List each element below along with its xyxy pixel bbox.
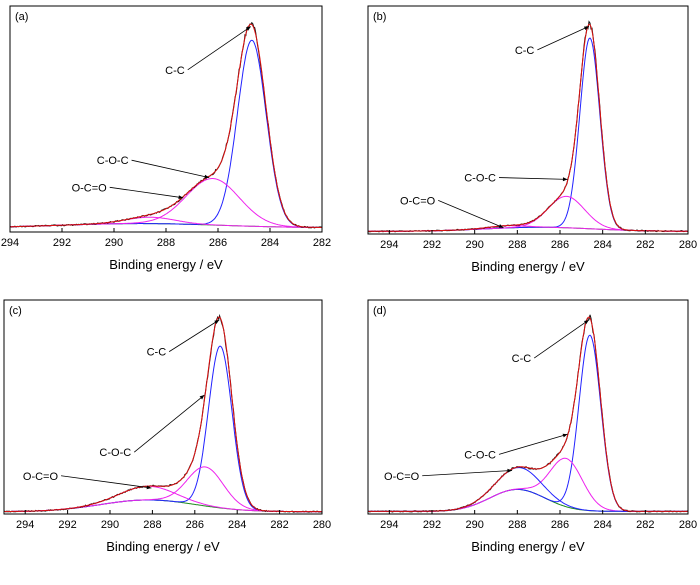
annotation-arrow xyxy=(422,470,513,477)
component-o-c-o xyxy=(4,485,322,513)
annotation-c-c: C-C xyxy=(512,353,532,365)
x-tick-label: 294 xyxy=(380,239,398,251)
annotation-c-o-c: C-O-C xyxy=(464,449,496,461)
annotation-arrowhead xyxy=(584,319,589,325)
annotation-arrowhead xyxy=(583,26,589,31)
annotation-o-c-o: O-C=O xyxy=(72,182,108,194)
x-tick-label: 294 xyxy=(380,519,398,531)
annotation-arrowhead xyxy=(245,26,251,31)
x-tick-label: 284 xyxy=(228,519,246,531)
annotation-arrow xyxy=(131,159,210,178)
annotation-arrowhead xyxy=(146,485,152,490)
x-tick-label: 292 xyxy=(53,237,71,249)
x-tick-label: 286 xyxy=(551,239,569,251)
annotation-arrow xyxy=(498,177,568,180)
annotation-arrowhead xyxy=(214,319,220,324)
xps-panel-2: 294 292 290 288 286 284 282 280 Binding energy /… xyxy=(367,5,697,274)
fit-envelope xyxy=(368,23,688,232)
annotation-arrow xyxy=(187,26,252,71)
x-tick-label: 286 xyxy=(209,237,227,249)
x-tick-label: 282 xyxy=(313,237,331,249)
annotation-arrow xyxy=(168,319,220,352)
annotation-arrowhead xyxy=(204,174,210,179)
x-axis-title: Binding energy / eV xyxy=(471,259,585,274)
annotation-arrowhead xyxy=(498,224,504,228)
x-tick-label: 290 xyxy=(101,519,119,531)
panel-label: (c) xyxy=(9,305,22,317)
annotation-o-c-o: O-C=O xyxy=(384,471,420,483)
plot-frame xyxy=(9,5,323,233)
annotation-arrowhead xyxy=(199,395,205,400)
annotation-c-c: C-C xyxy=(147,347,167,359)
x-tick-label: 290 xyxy=(465,519,483,531)
annotation-arrow xyxy=(438,199,504,229)
experimental-spectrum xyxy=(10,21,322,229)
annotation-arrow xyxy=(61,475,152,489)
xps-panel-4: 294 292 290 288 286 284 282 280 Binding energy /… xyxy=(367,299,697,554)
annotation-c-o-c: C-O-C xyxy=(99,447,131,459)
plot-area xyxy=(4,313,322,513)
annotation-c-c: C-C xyxy=(165,65,185,77)
x-tick-label: 282 xyxy=(270,519,288,531)
x-tick-label: 282 xyxy=(636,239,654,251)
fit-envelope xyxy=(10,23,322,228)
component-c-o-c xyxy=(10,178,322,228)
panel-label: (a) xyxy=(15,11,28,23)
x-tick-label: 294 xyxy=(16,519,34,531)
xps-panel-3: 294 292 290 288 286 284 282 280 Binding energy /… xyxy=(3,299,331,554)
fit-envelope xyxy=(4,316,322,513)
annotation-arrow xyxy=(533,319,590,359)
x-tick-label: 280 xyxy=(679,239,697,251)
x-tick-label: 280 xyxy=(313,519,331,531)
x-tick-label: 288 xyxy=(508,519,526,531)
annotation-arrow xyxy=(498,433,568,455)
x-tick-label: 288 xyxy=(143,519,161,531)
x-tick-label: 290 xyxy=(465,239,483,251)
annotation-arrowhead xyxy=(507,468,513,473)
component-c-o-c xyxy=(368,457,688,512)
plot-area xyxy=(368,20,688,233)
x-tick-label: 286 xyxy=(551,519,569,531)
x-tick-label: 284 xyxy=(261,237,279,249)
annotation-arrowhead xyxy=(562,433,568,438)
x-tick-label: 284 xyxy=(593,519,611,531)
annotation-c-o-c: C-O-C xyxy=(464,173,496,185)
annotation-o-c-o: O-C=O xyxy=(400,195,436,207)
annotation-arrow xyxy=(537,26,590,51)
x-tick-label: 288 xyxy=(508,239,526,251)
x-axis-title: Binding energy / eV xyxy=(471,539,585,554)
x-tick-label: 292 xyxy=(58,519,76,531)
x-axis-title: Binding energy / eV xyxy=(106,539,220,554)
x-tick-label: 282 xyxy=(636,519,654,531)
annotation-arrow xyxy=(133,394,205,453)
plot-frame xyxy=(367,5,689,235)
x-tick-label: 292 xyxy=(423,239,441,251)
panel-label: (d) xyxy=(373,305,386,317)
plot-area xyxy=(10,21,322,229)
annotation-c-o-c: C-O-C xyxy=(97,155,129,167)
panel-label: (b) xyxy=(373,11,386,23)
x-tick-label: 280 xyxy=(679,519,697,531)
background-curve xyxy=(368,488,688,512)
x-tick-label: 284 xyxy=(593,239,611,251)
plot-area xyxy=(368,314,688,513)
fit-envelope xyxy=(368,316,688,512)
plot-frame xyxy=(367,299,689,515)
annotation-arrow xyxy=(109,186,184,199)
x-tick-label: 290 xyxy=(105,237,123,249)
annotation-c-c: C-C xyxy=(515,45,535,57)
x-tick-label: 286 xyxy=(186,519,204,531)
x-tick-label: 294 xyxy=(1,237,19,249)
annotation-arrowhead xyxy=(562,177,568,182)
x-axis-title: Binding energy / eV xyxy=(109,257,223,272)
plot-frame xyxy=(3,299,323,515)
annotation-o-c-o: O-C=O xyxy=(23,471,59,483)
x-tick-label: 288 xyxy=(157,237,175,249)
x-tick-label: 292 xyxy=(423,519,441,531)
annotation-arrowhead xyxy=(178,195,184,200)
xps-panel-1: 294 292 290 288 286 284 282 Binding energy / eV… xyxy=(1,5,331,272)
